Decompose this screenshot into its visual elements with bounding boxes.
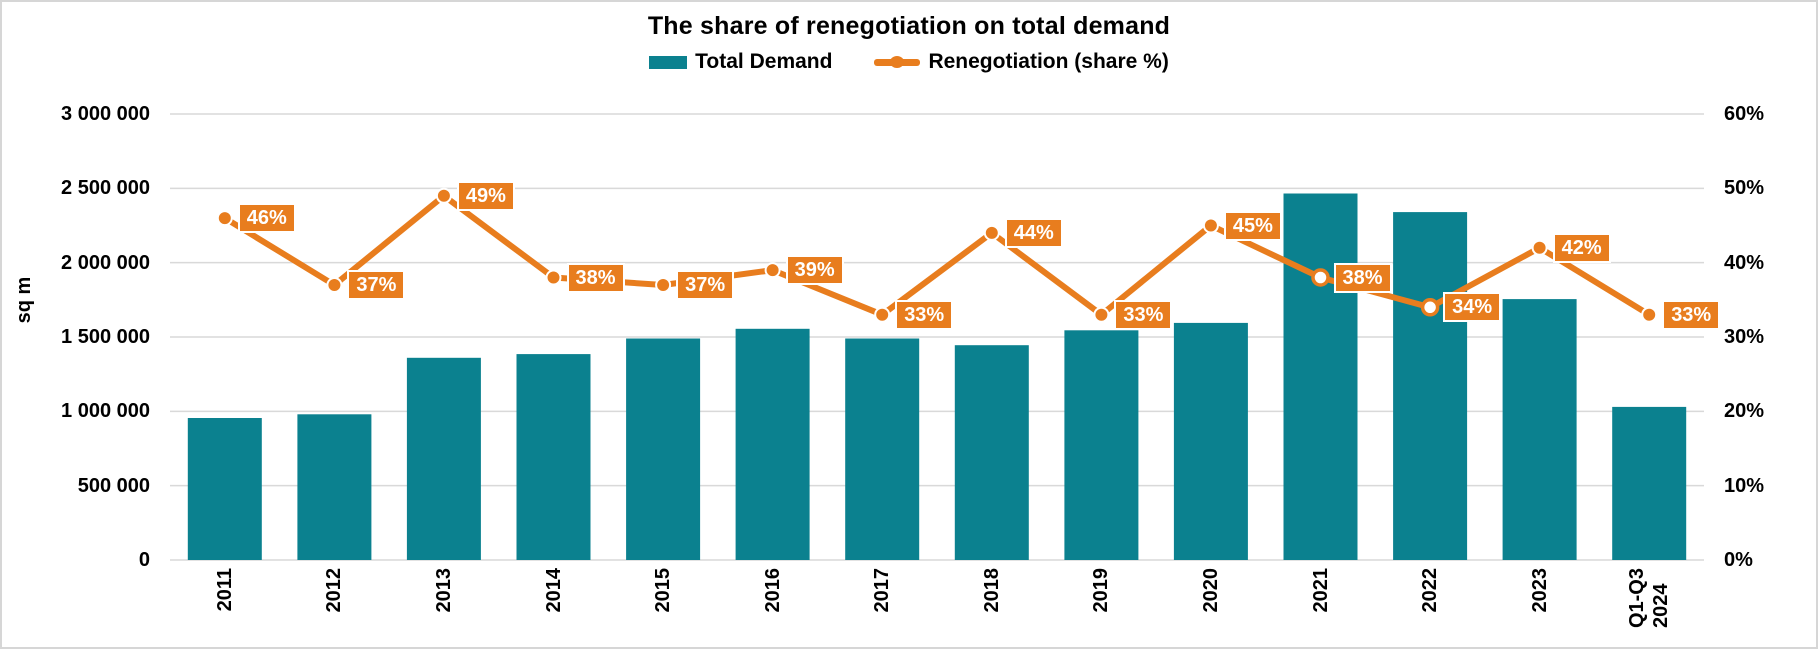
- left-axis-tick-label: 1 000 000: [61, 400, 150, 423]
- bar: [516, 354, 591, 560]
- renegotiation-data-label: 33%: [895, 299, 954, 330]
- right-axis-tick-label: 0%: [1724, 549, 1753, 571]
- x-axis-category-label: 2019: [1090, 568, 1113, 613]
- bar: [1612, 406, 1687, 560]
- legend: Total Demand Renegotiation (share %): [2, 50, 1816, 74]
- bar: [1393, 212, 1468, 560]
- line-marker: [874, 306, 891, 323]
- x-axis-category-label: 2018: [980, 568, 1003, 613]
- x-axis-category-label: 2016: [761, 568, 784, 613]
- renegotiation-data-label: 37%: [347, 270, 406, 300]
- left-axis-tick-label: 3 000 000: [61, 103, 150, 125]
- line-marker-hollow: [1420, 298, 1440, 317]
- x-axis-category-label: 2014: [542, 568, 565, 613]
- legend-item-renegotiation: Renegotiation (share %): [874, 50, 1169, 74]
- renegotiation-data-label: 39%: [785, 255, 844, 286]
- total-demand-bars: [187, 193, 1687, 560]
- bar: [954, 345, 1029, 560]
- renegotiation-data-label: 33%: [1662, 299, 1721, 330]
- line-marker: [326, 277, 343, 293]
- bar: [1173, 322, 1248, 560]
- left-axis-tick-label: 2 500 000: [61, 177, 150, 200]
- legend-label-total-demand: Total Demand: [695, 50, 833, 73]
- renegotiation-data-label: 45%: [1223, 210, 1282, 241]
- bar: [1283, 193, 1358, 560]
- renegotiation-data-label: 44%: [1004, 217, 1063, 248]
- right-axis-tick-label: 10%: [1724, 474, 1765, 497]
- left-axis-tick-label: 2 000 000: [61, 251, 150, 274]
- bar: [406, 357, 481, 560]
- x-axis-category-label: 2011: [213, 568, 236, 612]
- x-axis-category-label: 2021: [1309, 568, 1332, 613]
- line-marker: [655, 277, 672, 293]
- renegotiation-data-label: 42%: [1552, 232, 1611, 263]
- right-axis-tick-label: 50%: [1724, 177, 1765, 200]
- line-marker: [545, 269, 562, 286]
- legend-item-total-demand: Total Demand: [649, 50, 832, 74]
- bar: [1502, 299, 1577, 560]
- x-axis-category-label: 2022: [1419, 568, 1442, 613]
- renegotiation-data-label: 38%: [1333, 262, 1392, 293]
- line-marker: [1531, 239, 1548, 256]
- right-axis-tick-label: 20%: [1724, 400, 1765, 423]
- line-marker-dot-icon: [890, 56, 905, 68]
- gridlines: [170, 113, 1704, 561]
- renegotiation-data-label: 33%: [1114, 299, 1173, 330]
- line-marker: [983, 224, 1000, 241]
- x-axis-category-label: 2023: [1528, 568, 1551, 613]
- renegotiation-data-label: 37%: [676, 270, 735, 300]
- renegotiation-data-label: 46%: [237, 203, 296, 234]
- x-axis-category-label: 2012: [323, 568, 346, 613]
- bar: [735, 328, 810, 560]
- line-swatch-icon: [874, 56, 921, 68]
- left-axis-tick-label: 0: [138, 549, 150, 571]
- chart-title: The share of renegotiation on total dema…: [647, 12, 1171, 40]
- renegotiation-data-label: 49%: [456, 180, 515, 211]
- x-axis-category-label: 2017: [871, 568, 894, 613]
- bar: [845, 338, 920, 560]
- bar: [297, 414, 372, 560]
- left-axis-tick-label: 500 000: [77, 474, 150, 497]
- renegotiation-data-label: 34%: [1443, 292, 1502, 323]
- x-axis-category-label: 2020: [1199, 568, 1222, 613]
- x-axis-category-label: 2013: [432, 568, 455, 613]
- line-marker: [764, 262, 781, 279]
- line-marker: [1202, 217, 1219, 234]
- right-axis-tick-label: 30%: [1724, 326, 1765, 348]
- left-axis-tick-label: 1 500 000: [61, 326, 150, 348]
- line-marker-hollow: [1311, 268, 1330, 287]
- renegotiation-data-label: 38%: [566, 262, 625, 293]
- x-axis-category-label: 2015: [652, 568, 675, 613]
- line-marker: [435, 187, 452, 204]
- legend-label-renegotiation: Renegotiation (share %): [928, 50, 1169, 73]
- line-marker: [1641, 306, 1658, 323]
- right-axis-tick-label: 60%: [1724, 103, 1765, 125]
- renegotiation-markers: [216, 187, 1658, 323]
- bar: [1064, 330, 1139, 560]
- x-axis-category-label: Q1-Q3 2024: [1626, 568, 1673, 629]
- right-axis-tick-label: 40%: [1724, 251, 1765, 274]
- line-marker: [1093, 306, 1110, 323]
- line-marker: [216, 210, 233, 227]
- bar-swatch-icon: [649, 55, 688, 69]
- bar: [187, 418, 262, 560]
- bar: [626, 338, 701, 560]
